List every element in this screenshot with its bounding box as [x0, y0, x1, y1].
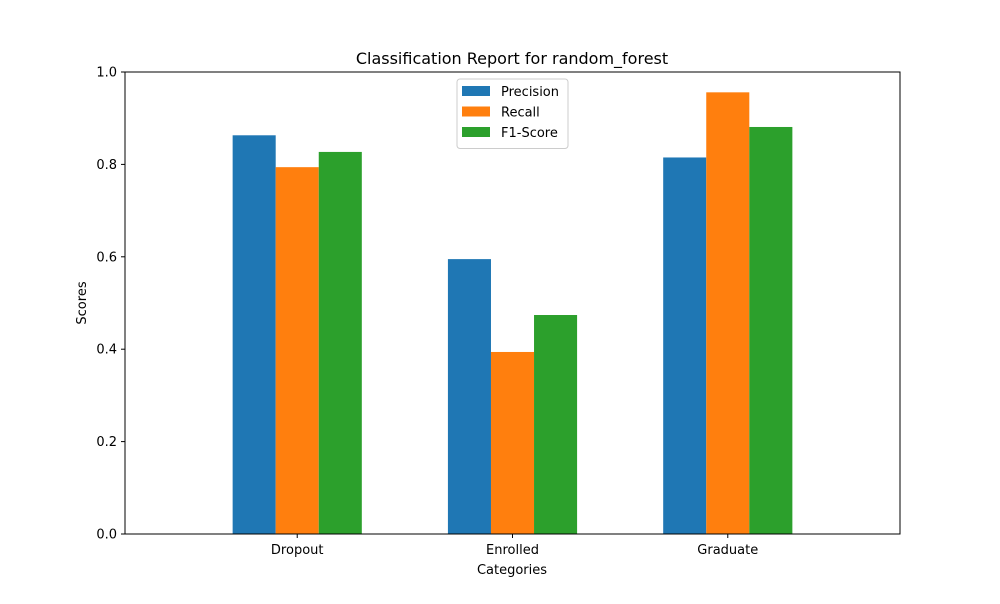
x-tick-label: Enrolled	[486, 543, 539, 558]
x-axis-ticks: Dropout Enrolled Graduate	[271, 534, 758, 558]
y-tick-label: 0.6	[96, 250, 117, 265]
legend-label-f1-score: F1-Score	[501, 126, 558, 141]
y-tick-label: 1.0	[96, 66, 117, 81]
legend-swatch-precision	[462, 86, 490, 96]
legend-swatch-recall	[462, 106, 490, 117]
y-tick-label: 0.8	[96, 158, 117, 173]
legend-label-recall: Recall	[501, 106, 540, 121]
y-tick-label: 0.0	[96, 528, 117, 543]
bar-f1-score-enrolled	[534, 315, 578, 534]
x-tick-label: Dropout	[271, 543, 324, 558]
bar-recall-enrolled	[490, 351, 535, 534]
bar-f1-score-graduate	[749, 126, 793, 534]
bar-precision-dropout	[232, 135, 276, 535]
legend: Precision Recall F1-Score	[456, 78, 569, 149]
bar-recall-graduate	[706, 92, 750, 534]
legend-swatch-f1-score	[462, 127, 490, 137]
y-axis-ticks: 0.0 0.2 0.4 0.6 0.8 1.0	[96, 66, 125, 543]
bar-recall-dropout	[275, 167, 319, 535]
y-axis-label: Scores	[75, 281, 90, 324]
bars-layer	[232, 92, 793, 535]
y-tick-label: 0.4	[96, 343, 117, 358]
x-axis-label: Categories	[477, 563, 547, 578]
bar-precision-graduate	[663, 157, 707, 534]
bar-f1-score-dropout	[318, 151, 362, 534]
y-tick-label: 0.2	[96, 435, 117, 450]
legend-label-precision: Precision	[501, 85, 559, 100]
chart-title: Classification Report for random_forest	[356, 49, 668, 69]
bar-precision-enrolled	[447, 259, 491, 534]
x-tick-label: Graduate	[697, 543, 758, 558]
